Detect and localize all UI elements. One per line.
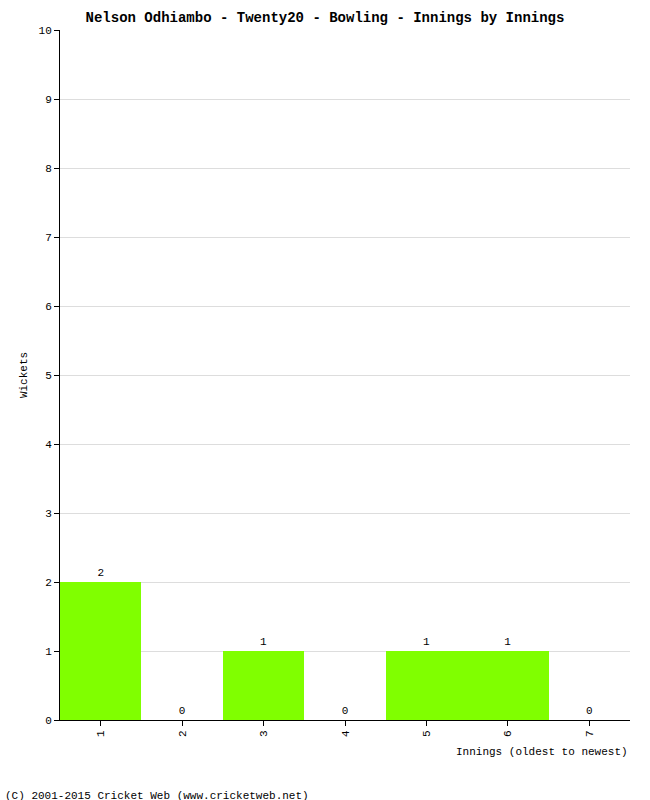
svg-text:1: 1	[423, 636, 430, 648]
svg-text:6: 6	[45, 301, 52, 313]
svg-text:1: 1	[95, 730, 107, 737]
svg-text:2: 2	[177, 730, 189, 737]
svg-text:Nelson Odhiambo - Twenty20 - B: Nelson Odhiambo - Twenty20 - Bowling - I…	[86, 10, 565, 26]
svg-text:4: 4	[340, 730, 352, 737]
svg-text:0: 0	[586, 705, 593, 717]
svg-text:1: 1	[45, 646, 52, 658]
svg-text:5: 5	[421, 730, 433, 737]
svg-text:8: 8	[45, 163, 52, 175]
svg-text:5: 5	[45, 370, 52, 382]
svg-text:(C) 2001-2015 Cricket Web (www: (C) 2001-2015 Cricket Web (www.cricketwe…	[5, 790, 309, 800]
svg-text:0: 0	[179, 705, 186, 717]
svg-text:Wickets: Wickets	[18, 352, 30, 398]
svg-text:10: 10	[39, 25, 52, 37]
svg-text:1: 1	[260, 636, 267, 648]
svg-text:0: 0	[342, 705, 349, 717]
svg-text:Innings (oldest to newest): Innings (oldest to newest)	[456, 746, 628, 758]
svg-text:1: 1	[504, 636, 511, 648]
svg-text:3: 3	[45, 508, 52, 520]
svg-text:6: 6	[502, 730, 514, 737]
svg-text:2: 2	[45, 577, 52, 589]
svg-text:2: 2	[97, 567, 104, 579]
svg-text:7: 7	[584, 730, 596, 737]
svg-text:4: 4	[45, 439, 52, 451]
svg-text:3: 3	[258, 730, 270, 737]
svg-text:7: 7	[45, 232, 52, 244]
svg-text:9: 9	[45, 94, 52, 106]
svg-text:0: 0	[45, 715, 52, 727]
